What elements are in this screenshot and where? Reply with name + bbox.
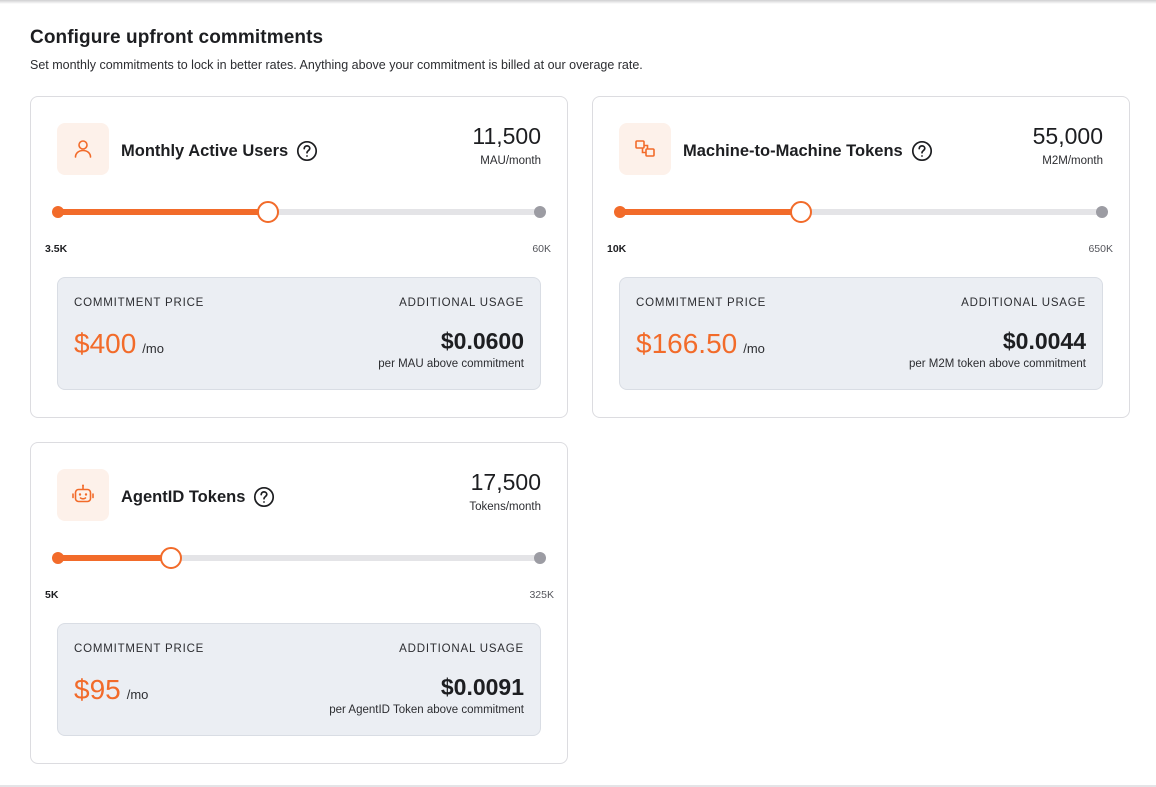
slider-fill [619,209,801,215]
commitment-price-label: COMMITMENT PRICE [636,297,767,309]
overage-rate-description: per MAU above commitment [378,358,524,370]
pricing-panel: COMMITMENT PRICE ADDITIONAL USAGE $400 /… [57,277,541,390]
commitment-price-label: COMMITMENT PRICE [74,297,205,309]
commitment-unit: M2M/month [1042,155,1103,167]
additional-usage-label: ADDITIONAL USAGE [961,297,1086,309]
additional-usage-label: ADDITIONAL USAGE [399,297,524,309]
card-title-text: AgentID Tokens [121,487,246,506]
additional-usage-label: ADDITIONAL USAGE [399,643,524,655]
commitment-slider[interactable] [614,201,1108,223]
slider-end-dot [534,206,546,218]
agentid-commitment-card: AgentID Tokens 17,500 Tokens/month 5K 32… [30,442,568,764]
card-title: Monthly Active Users [121,140,318,162]
overage-rate-description: per AgentID Token above commitment [329,704,524,716]
slider-thumb[interactable] [790,201,812,223]
slider-max-label: 650K [1088,243,1113,255]
commitment-price-amount: $166.50 [636,328,738,359]
page-subtitle: Set monthly commitments to lock in bette… [30,58,643,72]
commitment-value: 17,500 [470,469,541,495]
slider-thumb[interactable] [257,201,279,223]
commitment-price: $400 /mo [74,328,164,360]
card-title-text: Monthly Active Users [121,141,289,160]
slider-max-label: 325K [529,589,554,601]
robot-icon [57,469,109,521]
slider-min-label: 3.5K [45,243,68,255]
pricing-panel: COMMITMENT PRICE ADDITIONAL USAGE $95 /m… [57,623,541,736]
bottom-divider [0,785,1156,787]
linked-squares-icon [619,123,671,175]
slider-fill [57,555,171,561]
slider-end-dot [534,552,546,564]
overage-rate: $0.0044 [1002,328,1086,354]
slider-start-dot [52,206,64,218]
commitment-price-period: /mo [126,687,149,702]
mau-commitment-card: Monthly Active Users 11,500 MAU/month 3.… [30,96,568,418]
commitment-price-label: COMMITMENT PRICE [74,643,205,655]
slider-min-label: 10K [607,243,627,255]
commitment-price: $166.50 /mo [636,328,765,360]
commitment-price-period: /mo [743,341,765,356]
help-icon[interactable] [911,140,933,162]
overage-rate: $0.0600 [440,328,524,354]
pricing-panel: COMMITMENT PRICE ADDITIONAL USAGE $166.5… [619,277,1103,390]
m2m-commitment-card: Machine-to-Machine Tokens 55,000 M2M/mon… [592,96,1130,418]
commitment-unit: MAU/month [480,155,541,167]
help-icon[interactable] [253,486,275,508]
slider-start-dot [614,206,626,218]
slider-fill [57,209,268,215]
top-shadow [0,0,1156,4]
slider-start-dot [52,552,64,564]
commitment-price-amount: $95 [74,674,121,705]
commitment-slider[interactable] [52,201,546,223]
card-title: AgentID Tokens [121,486,275,508]
card-title-text: Machine-to-Machine Tokens [683,141,903,160]
slider-end-dot [1096,206,1108,218]
slider-max-label: 60K [532,243,551,255]
commitment-price-amount: $400 [74,328,137,359]
slider-thumb[interactable] [160,547,182,569]
card-title: Machine-to-Machine Tokens [683,140,933,162]
user-icon [57,123,109,175]
slider-track[interactable] [619,209,1103,215]
slider-track[interactable] [57,555,541,561]
commitment-slider[interactable] [52,547,546,569]
page-title: Configure upfront commitments [30,27,324,48]
overage-rate: $0.0091 [440,674,524,700]
commitment-value: 11,500 [472,123,541,149]
slider-min-label: 5K [45,589,59,601]
commitment-value: 55,000 [1032,123,1103,149]
commitment-price: $95 /mo [74,674,148,706]
slider-track[interactable] [57,209,541,215]
commitment-unit: Tokens/month [469,501,541,513]
help-icon[interactable] [296,140,318,162]
commitment-price-period: /mo [142,341,164,356]
overage-rate-description: per M2M token above commitment [908,358,1086,370]
